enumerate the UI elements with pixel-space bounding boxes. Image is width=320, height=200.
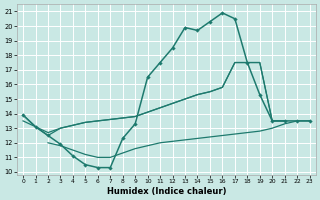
X-axis label: Humidex (Indice chaleur): Humidex (Indice chaleur) xyxy=(107,187,226,196)
